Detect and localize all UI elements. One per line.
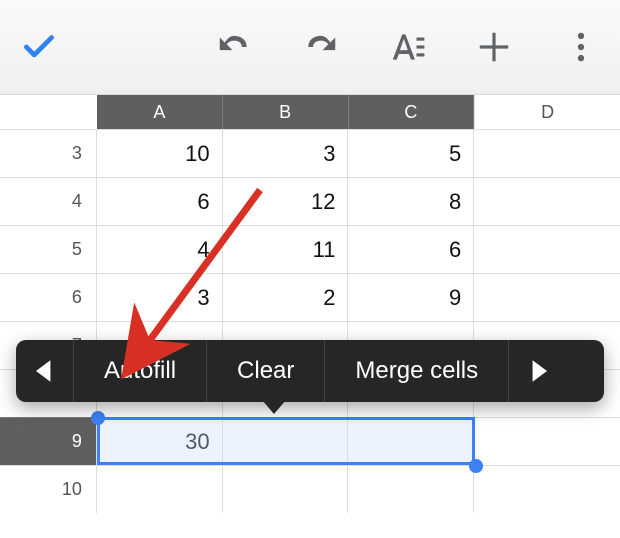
- row-header[interactable]: 5: [0, 225, 97, 273]
- toolbar: [0, 0, 620, 95]
- col-header-d[interactable]: D: [474, 95, 620, 129]
- confirm-button[interactable]: [20, 24, 59, 70]
- row: 930: [0, 417, 620, 465]
- cell[interactable]: [348, 465, 474, 513]
- cell[interactable]: 4: [97, 225, 223, 273]
- cell[interactable]: 9: [348, 273, 474, 321]
- col-header-a[interactable]: A: [97, 95, 223, 129]
- cell[interactable]: 3: [97, 273, 223, 321]
- cell[interactable]: 3: [223, 129, 349, 177]
- row-header[interactable]: 4: [0, 177, 97, 225]
- cell[interactable]: 10: [97, 129, 223, 177]
- text-format-button[interactable]: [388, 24, 427, 70]
- row: 10: [0, 465, 620, 513]
- cell[interactable]: [97, 465, 223, 513]
- cell[interactable]: 6: [348, 225, 474, 273]
- cell[interactable]: 2: [223, 273, 349, 321]
- col-header-c[interactable]: C: [349, 95, 475, 129]
- context-item-merge[interactable]: Merge cells: [325, 340, 508, 402]
- cell[interactable]: [474, 273, 620, 321]
- col-header-b[interactable]: B: [223, 95, 349, 129]
- cell[interactable]: [474, 417, 620, 465]
- row: 6329: [0, 273, 620, 321]
- context-menu: Autofill Clear Merge cells: [16, 340, 604, 402]
- cell[interactable]: 8: [348, 177, 474, 225]
- row-header[interactable]: 10: [0, 465, 97, 513]
- cell[interactable]: [474, 129, 620, 177]
- spreadsheet[interactable]: A B C D 31035461285411663297893010: [0, 95, 620, 513]
- cell[interactable]: 6: [97, 177, 223, 225]
- cell[interactable]: [223, 417, 349, 465]
- more-button[interactable]: [561, 24, 600, 70]
- cell[interactable]: 12: [223, 177, 349, 225]
- context-next-button[interactable]: [508, 340, 566, 402]
- row: 31035: [0, 129, 620, 177]
- context-prev-button[interactable]: [16, 340, 74, 402]
- context-menu-pointer: [262, 400, 286, 414]
- undo-button[interactable]: [215, 24, 254, 70]
- context-item-clear[interactable]: Clear: [207, 340, 325, 402]
- add-button[interactable]: [475, 24, 514, 70]
- cell[interactable]: 30: [97, 417, 223, 465]
- row: 46128: [0, 177, 620, 225]
- column-headers: A B C D: [97, 95, 620, 129]
- cell[interactable]: [474, 225, 620, 273]
- cell[interactable]: [348, 417, 474, 465]
- cell[interactable]: 5: [348, 129, 474, 177]
- cell[interactable]: [474, 177, 620, 225]
- row-header[interactable]: 9: [0, 417, 97, 465]
- redo-button[interactable]: [301, 24, 340, 70]
- cell[interactable]: 11: [223, 225, 349, 273]
- context-item-autofill[interactable]: Autofill: [74, 340, 207, 402]
- row-header[interactable]: 3: [0, 129, 97, 177]
- row-header[interactable]: 6: [0, 273, 97, 321]
- cell[interactable]: [223, 465, 349, 513]
- cell[interactable]: [474, 465, 620, 513]
- row: 54116: [0, 225, 620, 273]
